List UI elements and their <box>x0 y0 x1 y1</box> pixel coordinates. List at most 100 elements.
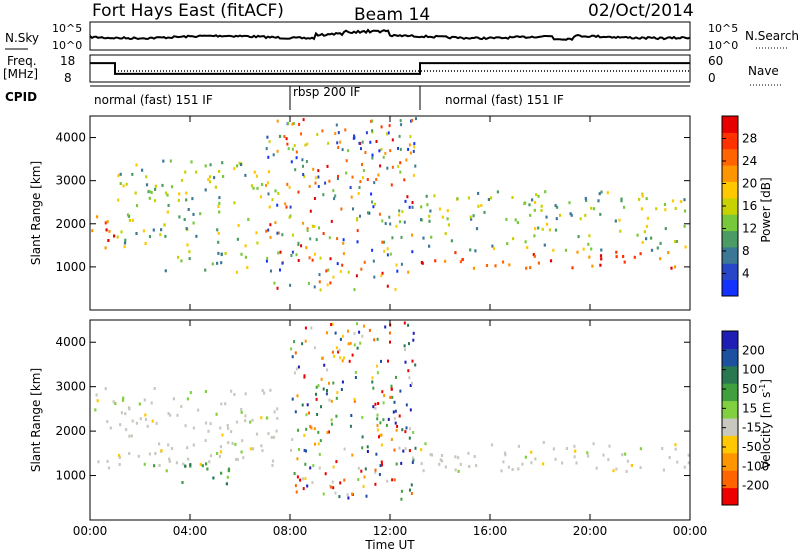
power-cell <box>253 170 256 174</box>
power-cell <box>381 240 384 244</box>
velocity-cell <box>339 481 342 485</box>
power-cell <box>131 218 134 222</box>
velocity-cell <box>361 446 364 450</box>
velocity-y-ticks: 1000 2000 3000 4000 <box>55 335 690 483</box>
velocity-cell <box>304 462 307 466</box>
power-cell <box>576 250 579 254</box>
velocity-cell <box>315 392 317 396</box>
velocity-cell <box>380 443 383 447</box>
power-cell <box>524 240 527 244</box>
velocity-cell <box>386 479 389 483</box>
velocity-cell <box>219 426 222 430</box>
velocity-cell <box>208 460 211 464</box>
velocity-cell <box>235 420 239 424</box>
power-cell <box>325 269 328 273</box>
power-cell <box>318 273 321 277</box>
power-cell <box>422 236 425 240</box>
power-cell <box>646 216 649 220</box>
colorbar-tick-label: 16 <box>742 199 757 213</box>
power-cell <box>375 140 378 143</box>
power-cell <box>684 245 687 249</box>
power-cell <box>391 138 394 142</box>
velocity-cell <box>340 388 343 391</box>
power-cell <box>336 237 339 241</box>
velocity-cell <box>216 452 219 455</box>
power-cell <box>160 228 163 232</box>
power-cell <box>397 147 399 150</box>
velocity-cell <box>261 449 264 453</box>
velocity-cell <box>104 387 107 391</box>
velocity-cell <box>349 341 352 345</box>
velocity-cell <box>338 348 341 352</box>
power-cell <box>180 178 184 182</box>
power-cell <box>425 194 428 198</box>
power-cell <box>244 244 247 248</box>
velocity-cell <box>293 371 296 375</box>
power-cell <box>359 214 361 218</box>
velocity-cell <box>361 435 364 439</box>
velocity-cell <box>359 341 362 345</box>
power-cell <box>186 243 189 247</box>
power-cell <box>614 219 617 223</box>
velocity-cell <box>404 447 407 451</box>
velocity-cell <box>343 478 346 482</box>
velocity-cell <box>385 423 388 427</box>
power-cell <box>305 160 308 163</box>
velocity-cell <box>273 410 276 414</box>
power-cell <box>276 149 279 153</box>
power-cell <box>216 228 219 232</box>
velocity-cell <box>106 420 109 424</box>
power-cell <box>120 230 123 234</box>
power-cell <box>236 164 239 168</box>
power-cell <box>324 181 327 185</box>
power-cell <box>311 224 314 228</box>
power-cell <box>472 214 475 218</box>
velocity-cell <box>138 402 141 406</box>
velocity-cell <box>517 467 520 471</box>
power-cell <box>541 227 544 231</box>
power-cell <box>555 217 558 221</box>
power-cell <box>506 242 509 246</box>
velocity-cell <box>322 492 325 496</box>
cpid-label: CPID <box>5 90 37 104</box>
velocity-cell <box>301 403 304 407</box>
colorbar-swatch <box>722 435 738 454</box>
velocity-cell <box>377 402 380 405</box>
y-tick-label: 2000 <box>55 217 86 231</box>
x-axis: 00:00 04:00 08:00 12:00 16:00 20:00 00:00 <box>73 116 707 538</box>
colorbar-tick-label: 8 <box>742 244 750 258</box>
power-cell <box>145 183 149 187</box>
power-cell <box>353 136 356 140</box>
velocity-cell <box>240 410 243 414</box>
velocity-cell <box>407 323 410 327</box>
power-cell <box>336 262 339 266</box>
velocity-cell <box>143 462 146 466</box>
power-cell <box>675 240 678 243</box>
power-cell <box>122 184 125 188</box>
power-cell <box>600 248 603 252</box>
power-cell <box>334 194 337 198</box>
velocity-cell <box>573 455 576 459</box>
power-cell <box>332 189 335 193</box>
colorbar-swatch <box>722 487 738 506</box>
power-cell <box>135 204 139 208</box>
velocity-cell <box>167 412 170 416</box>
power-cell <box>312 167 315 171</box>
power-cell <box>164 191 168 195</box>
power-cell <box>162 159 165 163</box>
velocity-cell <box>366 445 369 449</box>
power-cell <box>113 234 116 238</box>
velocity-cell <box>324 472 327 476</box>
power-cell <box>537 194 540 198</box>
velocity-panel: 1000 2000 3000 4000 Slant Range [km] 200 100… <box>29 319 773 521</box>
power-cell <box>208 180 212 184</box>
velocity-cell <box>398 414 401 418</box>
power-cell <box>218 196 221 200</box>
power-cell <box>600 190 603 194</box>
title-date: 02/Oct/2014 <box>588 1 694 21</box>
power-cell <box>404 199 407 203</box>
velocity-cell <box>350 414 353 417</box>
velocity-cell <box>346 493 349 497</box>
power-cell <box>673 265 677 269</box>
velocity-cell <box>382 401 385 405</box>
